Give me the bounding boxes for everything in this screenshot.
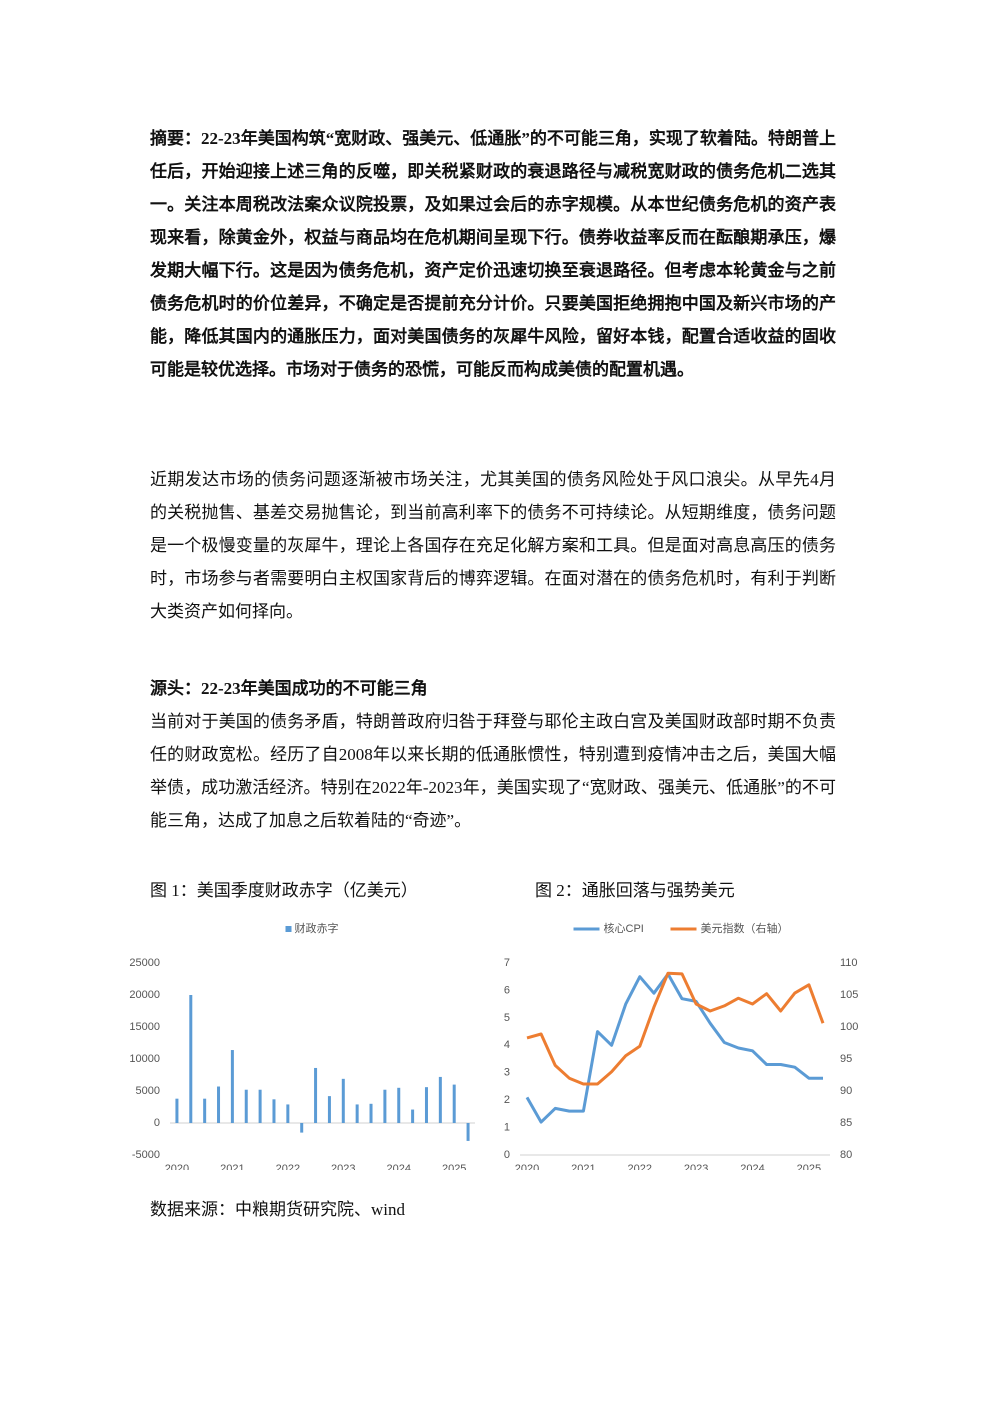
bar	[369, 1103, 373, 1123]
y2-tick-label: 95	[840, 1053, 852, 1065]
y-tick-label: 10000	[129, 1053, 160, 1065]
section-paragraph: 当前对于美国的债务矛盾，特朗普政府归咎于拜登与耶伦主政白宫及美国财政部时期不负责…	[150, 712, 836, 830]
bar	[383, 1089, 387, 1123]
x-tick-label: 2025	[442, 1163, 466, 1170]
y-tick-label: 6	[504, 984, 510, 996]
bar	[272, 1099, 276, 1123]
line-series	[525, 972, 823, 1124]
figure-caption: 图 1：美国季度财政赤字（亿美元）	[150, 881, 418, 900]
legend-swatch	[285, 926, 292, 932]
x-tick-label: 2023	[331, 1163, 355, 1170]
x-tick-label: 2021	[220, 1163, 244, 1170]
legend-label: 核心CPI	[604, 921, 644, 935]
x-tick-label: 2020	[165, 1163, 189, 1170]
abstract: 摘要：22-23年美国构筑“宽财政、强美元、低通胀”的不可能三角，实现了软着陆。…	[150, 129, 836, 379]
x-tick-label: 2024	[387, 1163, 411, 1170]
y-tick-label: 0	[154, 1117, 160, 1129]
bar	[217, 1086, 221, 1123]
line-series	[526, 971, 825, 1086]
x-tick-label: 2025	[797, 1163, 821, 1170]
bar	[355, 1104, 359, 1123]
y-tick-label: 1	[504, 1121, 510, 1133]
bar	[411, 1109, 415, 1123]
y2-tick-label: 105	[840, 989, 858, 1001]
y-tick-label: 0	[504, 1149, 510, 1161]
y-tick-label: 5000	[136, 1085, 160, 1097]
y-tick-label: 15000	[129, 1021, 160, 1033]
bar	[327, 1096, 331, 1123]
bar	[244, 1089, 248, 1123]
y2-tick-label: 110	[840, 957, 858, 969]
x-tick-label: 2022	[276, 1163, 300, 1170]
chart: -5000 0 5000 10000 15000 20000 25000 2020 2021 20…	[129, 921, 475, 1170]
y-tick-label: 25000	[129, 957, 160, 969]
chart: 0 1 2 3 4 5 6 7 80 85 90 95 100 105 110 2020 2021 2022 202…	[504, 921, 858, 1170]
x-tick-label: 2021	[571, 1163, 595, 1170]
bar	[452, 1084, 456, 1123]
bar	[397, 1087, 401, 1123]
bar	[203, 1098, 207, 1123]
x-tick-label: 2024	[740, 1163, 764, 1170]
x-tick-label: 2020	[515, 1163, 539, 1170]
x-tick-label: 2023	[684, 1163, 708, 1170]
bar	[424, 1087, 428, 1123]
bar	[189, 995, 193, 1123]
y2-tick-label: 80	[840, 1149, 852, 1161]
y-tick-label: -5000	[132, 1149, 160, 1161]
bar	[300, 1123, 304, 1133]
bar	[175, 1098, 179, 1123]
y-tick-label: 5	[504, 1012, 510, 1024]
source-note: 数据来源：中粮期货研究院、wind	[150, 1200, 405, 1219]
y-tick-label: 2	[504, 1094, 510, 1106]
figure-caption: 图 2：通胀回落与强势美元	[535, 881, 735, 900]
y-tick-label: 3	[504, 1067, 510, 1079]
section-heading: 源头：22-23年美国成功的不可能三角	[150, 679, 428, 698]
intro-paragraph: 近期发达市场的债务问题逐渐被市场关注，尤其美国的债务风险处于风口浪尖。从早先4月…	[150, 470, 836, 621]
legend-label: 美元指数（右轴）	[701, 921, 789, 935]
bar	[438, 1076, 442, 1123]
y2-tick-label: 90	[840, 1085, 852, 1097]
y2-tick-label: 85	[840, 1117, 852, 1129]
bar	[466, 1123, 470, 1141]
y-tick-label: 4	[504, 1039, 510, 1051]
bar	[230, 1050, 234, 1123]
bar	[314, 1067, 318, 1123]
y-tick-label: 20000	[129, 989, 160, 1001]
legend-label: 财政赤字	[295, 921, 339, 935]
y-tick-label: 7	[504, 957, 510, 969]
bar	[341, 1078, 345, 1123]
bar	[286, 1104, 290, 1123]
bar	[258, 1089, 262, 1123]
y2-tick-label: 100	[840, 1021, 858, 1033]
x-tick-label: 2022	[628, 1163, 652, 1170]
